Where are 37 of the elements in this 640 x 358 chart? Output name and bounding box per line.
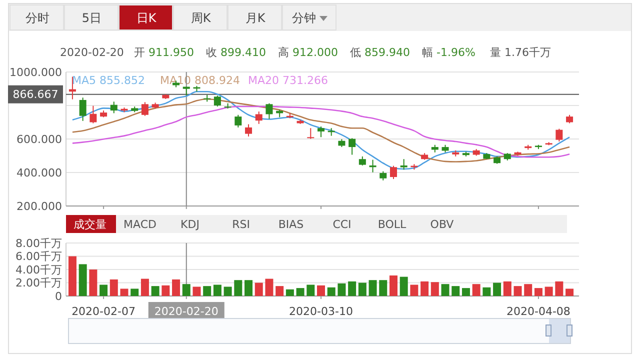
y-tick-label: 600.000 <box>16 132 62 146</box>
y-tick-label: 400.000 <box>16 166 62 180</box>
text: KDJ <box>180 218 200 231</box>
text: 成交量 <box>74 218 106 231</box>
text: MACD <box>124 218 156 231</box>
text: 幅 -1.96% <box>422 46 476 59</box>
text: OBV <box>430 218 454 231</box>
y-tick-label: 1000.000 <box>10 66 62 79</box>
text: BIAS <box>278 218 304 231</box>
ref-line-label: 866.667 <box>12 88 58 102</box>
text: 开 911.950 <box>134 46 194 59</box>
y-tick-label: 8.00千万 <box>16 236 62 250</box>
text: BOLL <box>378 218 407 231</box>
series-label: MA5 855.852 <box>72 74 145 87</box>
text: 量 1.76千万 <box>490 46 551 59</box>
text: 5日 <box>82 11 102 26</box>
y-tick-label: 6.00千万 <box>16 250 62 264</box>
text: RSI <box>232 218 250 231</box>
text: 日K <box>136 11 158 26</box>
y-tick-label: 200.000 <box>16 200 62 213</box>
text: 2020-02-20 <box>60 46 124 59</box>
x-tick-label: 2020-03-10 <box>289 304 353 318</box>
text: 收 899.410 <box>206 46 266 59</box>
text: 月K <box>245 11 266 26</box>
text: 分钟 <box>292 11 316 26</box>
y-tick-label: 4.00千万 <box>16 263 62 276</box>
text: 分时 <box>25 11 50 26</box>
x-tick-label: 2020-04-08 <box>506 304 570 318</box>
x-tick-label: 2020-02-07 <box>72 304 136 318</box>
y-tick-label: 0 <box>55 290 62 303</box>
y-tick-label: 2.00千万 <box>16 276 62 290</box>
x-tick-label: 2020-02-20 <box>154 304 218 318</box>
text: 低 859.940 <box>350 46 410 59</box>
text: 周K <box>190 11 212 26</box>
text: 高 912.000 <box>278 46 338 59</box>
text: CCI <box>332 218 352 231</box>
series-label: MA20 731.266 <box>248 74 328 87</box>
